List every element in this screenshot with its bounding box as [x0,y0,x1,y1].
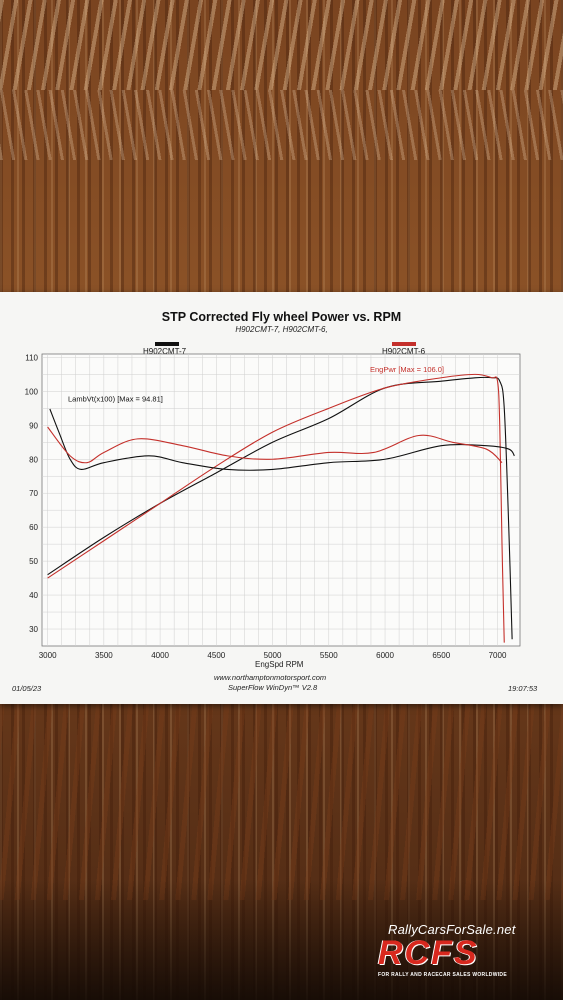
watermark-url: RallyCarsForSale.net [388,922,516,937]
x-tick-label: 4000 [151,651,169,660]
website-url: www.northamptonmotorsport.com [214,673,327,682]
annotation-engpwr-max: EngPwr [Max = 106.0] [370,365,444,374]
bottom-shadow [0,880,563,1000]
plot-grid [41,353,521,647]
wood-grain-mid [0,90,563,160]
legend-label-h902cmt-6: H902CMT-6 [382,347,426,356]
chart-subtitle: H902CMT-7, H902CMT-6, [235,325,328,334]
y-tick-label: 70 [29,489,38,498]
y-tick-label: 50 [29,557,38,566]
print-time: 19:07:53 [508,684,538,693]
print-date: 01/05/23 [12,684,42,693]
x-tick-label: 4500 [207,651,225,660]
chart-title: STP Corrected Fly wheel Power vs. RPM [161,310,402,324]
chart-plot: 3000 3500 4000 4500 5000 5500 6000 6500 7000 30 40… [25,353,521,660]
watermark-logo: RCFS [378,934,479,972]
x-tick-label: 5000 [264,651,282,660]
series-layer [47,373,515,643]
y-tick-label: 30 [29,625,38,634]
series-line-h902cmt-6-1 [47,373,505,643]
y-tick-label: 60 [29,523,38,532]
x-tick-label: 6500 [432,651,450,660]
x-tick-label: 5500 [320,651,338,660]
annotation-lambvt-max: LambVt(x100) [Max = 94.81] [68,395,163,404]
y-tick-label: 80 [29,455,38,464]
x-tick-label: 6000 [376,651,394,660]
axis-x-label: EngSpd RPM [255,660,304,669]
legend-swatch-h902cmt-7 [155,342,179,346]
site-watermark: RallyCarsForSale.net RCFS FOR RALLY AND … [370,922,550,982]
software-version: SuperFlow WinDyn™ V2.8 [228,683,318,692]
legend-label-h902cmt-7: H902CMT-7 [143,347,187,356]
y-tick-label: 90 [29,421,38,430]
wood-grain-top [0,0,563,90]
y-tick-label: 40 [29,591,38,600]
wood-grain-lower [0,700,563,900]
series-line-h902cmt-7-2 [49,408,515,471]
x-tick-label: 3500 [95,651,113,660]
plot-frame [41,353,521,647]
axis-labels: 3000 3500 4000 4500 5000 5500 6000 6500 7000 30 40… [25,353,507,660]
watermark-tagline: FOR RALLY AND RACECAR SALES WORLDWIDE [378,972,507,978]
y-tick-label: 110 [25,353,38,362]
x-tick-label: 3000 [39,651,57,660]
y-tick-label: 100 [25,387,39,396]
dyno-sheet: STP Corrected Fly wheel Power vs. RPM H9… [0,292,563,704]
x-tick-label: 7000 [489,651,507,660]
legend-swatch-h902cmt-6 [392,342,416,346]
series-line-h902cmt-6-3 [47,426,503,464]
